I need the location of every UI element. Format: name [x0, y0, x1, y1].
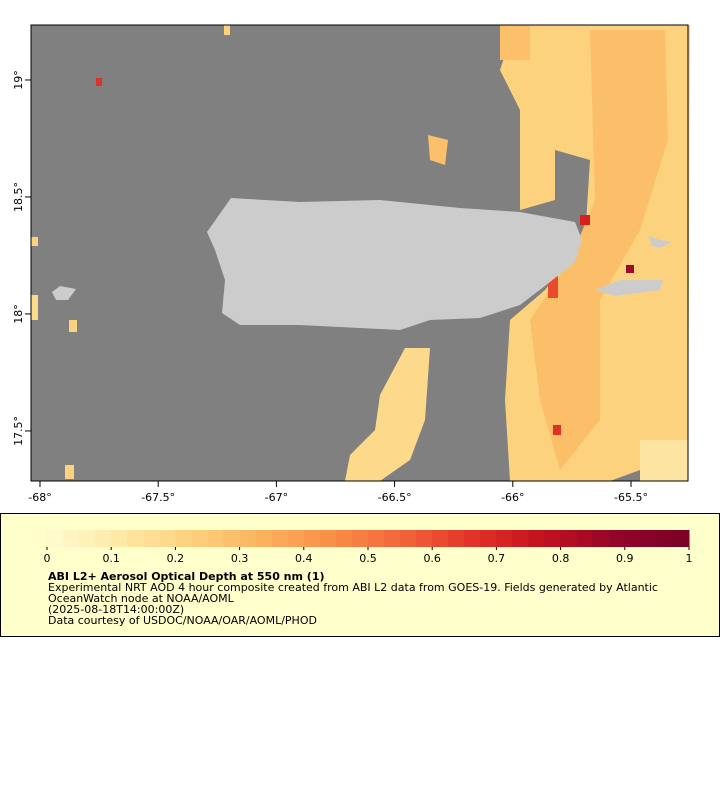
colorbar-cell — [335, 530, 353, 547]
legend-line: OceanWatch node at NOAA/AOML — [48, 592, 235, 605]
colorbar-cell — [79, 530, 96, 547]
colorbar-tick-label: 1 — [686, 552, 693, 565]
colorbar-cell — [47, 530, 64, 547]
land — [52, 198, 672, 330]
colorbar-cell — [544, 530, 562, 547]
colorbar-cell — [159, 530, 176, 547]
colorbar-tick-label: 0.9 — [616, 552, 634, 565]
colorbar-cell — [223, 530, 241, 547]
legend-line: Data courtesy of USDOC/NOAA/OAR/AOML/PHO… — [48, 614, 317, 627]
aerosol-field — [31, 25, 690, 481]
colorbar-cell — [127, 530, 144, 547]
legend-line: (2025-08-18T14:00:00Z) — [48, 603, 184, 616]
colorbar-tick-label: 0.6 — [423, 552, 441, 565]
colorbar-cell — [448, 530, 465, 547]
colorbar-cell — [271, 530, 289, 547]
colorbar-cell — [528, 530, 546, 547]
colorbar-cell — [143, 530, 160, 547]
y-tick-label: 17.5° — [12, 416, 25, 446]
y-tick-label: 18.5° — [12, 182, 25, 212]
x-tick-label: -67.5° — [141, 491, 175, 504]
x-tick-label: -66° — [501, 491, 524, 504]
colorbar-cell — [480, 530, 497, 547]
colorbar-tick-label: 0.3 — [231, 552, 249, 565]
colorbar-tick-label: 0.8 — [552, 552, 570, 565]
map-frame — [30, 24, 689, 482]
legend-line: Experimental NRT AOD 4 hour composite cr… — [48, 581, 658, 594]
colorbar-cell — [464, 530, 481, 547]
colorbar-cell — [303, 530, 321, 547]
colorbar-cell — [432, 530, 449, 547]
colorbar-cell — [63, 530, 80, 547]
colorbar-cell — [207, 530, 225, 547]
colorbar-tick-label: 0 — [44, 552, 51, 565]
colorbar-cell — [576, 530, 594, 547]
colorbar-cell — [287, 530, 305, 547]
colorbar-cell — [319, 530, 337, 547]
colorbar-tick-label: 0.1 — [102, 552, 120, 565]
colorbar-cell — [368, 530, 385, 547]
colorbar-cell — [400, 530, 417, 547]
colorbar-tick-label: 0.5 — [359, 552, 377, 565]
y-tick-label: 19° — [12, 70, 25, 90]
legend-title: ABI L2+ Aerosol Optical Depth at 550 nm … — [48, 570, 325, 583]
colorbar-cell — [416, 530, 433, 547]
colorbar-tick-label: 0.2 — [167, 552, 185, 565]
colorbar-cell — [111, 530, 128, 547]
colorbar-cell — [95, 530, 112, 547]
colorbar-cell — [592, 530, 610, 547]
colorbar-cell — [624, 530, 642, 547]
colorbar-cell — [239, 530, 257, 547]
colorbar-cell — [191, 530, 208, 547]
colorbar-cell — [640, 530, 658, 547]
colorbar-cell — [512, 530, 529, 547]
colorbar-cell — [656, 530, 674, 547]
colorbar-cell — [384, 530, 401, 547]
x-tick-label: -67° — [265, 491, 288, 504]
colorbar-tick-label: 0.7 — [488, 552, 506, 565]
colorbar-cell — [255, 530, 273, 547]
y-tick-label: 18° — [12, 304, 25, 324]
colorbar-cell — [560, 530, 578, 547]
x-tick-label: -66.5° — [378, 491, 412, 504]
colorbar-cell — [608, 530, 626, 547]
x-tick-label: -65.5° — [614, 491, 648, 504]
colorbar-cell — [496, 530, 513, 547]
colorbar-tick-label: 0.4 — [295, 552, 313, 565]
colorbar-cell — [351, 530, 369, 547]
colorbar-cell — [672, 530, 690, 547]
colorbar-cell — [175, 530, 192, 547]
x-tick-label: -68° — [28, 491, 51, 504]
